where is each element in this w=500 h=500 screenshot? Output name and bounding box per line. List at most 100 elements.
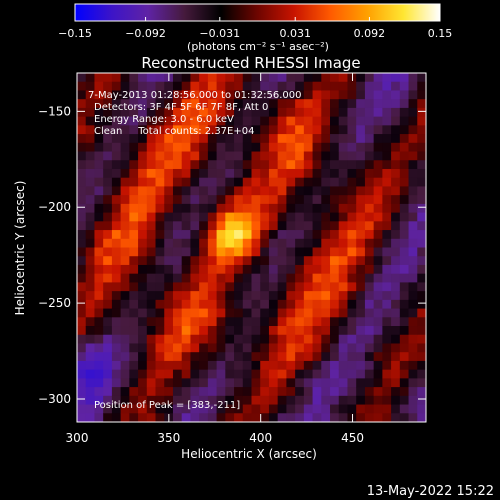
heatmap-cell	[85, 134, 95, 144]
heatmap-cell	[77, 334, 87, 344]
heatmap-cell	[129, 186, 139, 196]
heatmap-cell	[382, 273, 392, 283]
heatmap-cell	[382, 291, 392, 301]
heatmap-cell	[77, 177, 87, 187]
heatmap-cell	[391, 352, 401, 362]
heatmap-cell	[234, 90, 244, 100]
heatmap-cell	[85, 116, 95, 126]
heatmap-cell	[77, 160, 87, 170]
heatmap-cell	[295, 395, 305, 405]
heatmap-cell	[94, 352, 104, 362]
heatmap-cell	[356, 317, 366, 327]
heatmap-cell	[338, 73, 348, 83]
heatmap-cell	[417, 334, 426, 344]
heatmap-cell	[277, 256, 287, 266]
heatmap-cell	[242, 73, 252, 83]
heatmap-cell	[77, 308, 87, 318]
heatmap-cell	[417, 116, 426, 126]
heatmap-cell	[399, 378, 409, 388]
heatmap-cell	[85, 299, 95, 309]
heatmap-cell	[295, 247, 305, 257]
heatmap-cell	[94, 247, 104, 257]
heatmap-cell	[199, 264, 209, 275]
heatmap-cell	[286, 256, 296, 266]
heatmap-cell	[260, 282, 270, 292]
heatmap-cell	[199, 282, 209, 292]
colorbar-tick-label: 0.031	[279, 27, 311, 40]
heatmap-cell	[94, 387, 104, 397]
heatmap-cell	[321, 168, 331, 179]
heatmap-cell	[120, 299, 130, 309]
heatmap-cell	[129, 99, 139, 109]
heatmap-cell	[295, 378, 305, 388]
heatmap-cell	[260, 230, 270, 240]
heatmap-cell	[172, 282, 183, 292]
heatmap-cell	[120, 247, 130, 257]
heatmap-cell	[190, 247, 200, 257]
heatmap-cell	[338, 134, 348, 144]
heatmap-cell	[321, 177, 331, 187]
heatmap-cell	[120, 413, 130, 422]
heatmap-cell	[303, 360, 313, 371]
heatmap-cell	[251, 151, 261, 161]
heatmap-cell	[77, 352, 87, 362]
heatmap-cell	[303, 186, 313, 196]
heatmap-cell	[129, 395, 139, 405]
heatmap-cell	[242, 343, 252, 353]
heatmap-cell	[77, 238, 87, 248]
heatmap-cell	[94, 291, 104, 301]
heatmap-cell	[330, 90, 340, 100]
heatmap-cell	[260, 212, 270, 222]
heatmap-cell	[321, 317, 331, 327]
heatmap-cell	[303, 203, 313, 214]
heatmap-cell	[85, 160, 95, 170]
heatmap-cell	[242, 326, 252, 336]
heatmap-cell	[199, 334, 209, 344]
heatmap-cell	[356, 378, 366, 388]
heatmap-cell	[251, 116, 261, 126]
heatmap-cell	[303, 308, 313, 318]
heatmap-cell	[321, 186, 331, 196]
heatmap-cell	[260, 81, 270, 91]
heatmap-cell	[303, 238, 313, 248]
heatmap-cell	[164, 343, 174, 353]
heatmap-cell	[373, 238, 383, 248]
heatmap-cell	[295, 116, 305, 126]
heatmap-cell	[120, 81, 130, 91]
heatmap-cell	[364, 291, 375, 301]
heatmap-cell	[260, 99, 270, 109]
heatmap-cell	[356, 238, 366, 248]
heatmap-cell	[129, 273, 139, 283]
heatmap-cell	[364, 203, 375, 214]
heatmap-cell	[303, 352, 313, 362]
heatmap-cell	[356, 125, 366, 135]
heatmap-cell	[417, 264, 426, 275]
heatmap-cell	[207, 413, 218, 422]
heatmap-cell	[391, 177, 401, 187]
y-tick-label: −200	[38, 200, 71, 214]
heatmap-cell	[190, 387, 200, 397]
heatmap-cell	[399, 343, 409, 353]
heatmap-cell	[391, 230, 401, 240]
heatmap-cell	[138, 387, 148, 397]
heatmap-cell	[234, 107, 244, 118]
heatmap-cell	[77, 317, 87, 327]
heatmap-cell	[312, 186, 322, 196]
heatmap-cell	[321, 404, 331, 414]
heatmap-cell	[330, 177, 340, 187]
heatmap-cell	[408, 221, 418, 231]
heatmap-cell	[417, 395, 426, 405]
heatmap-cell	[408, 282, 418, 292]
heatmap-cell	[216, 134, 226, 144]
heatmap-cell	[172, 334, 183, 344]
heatmap-cell	[251, 212, 261, 222]
heatmap-cell	[146, 343, 156, 353]
heatmap-cell	[190, 221, 200, 231]
heatmap-cell	[94, 326, 104, 336]
heatmap-cell	[260, 107, 270, 118]
heatmap-cell	[129, 238, 139, 248]
heatmap-cell	[94, 212, 104, 222]
heatmap-cell	[120, 134, 130, 144]
heatmap-cell	[321, 134, 331, 144]
heatmap-cell	[207, 90, 218, 100]
